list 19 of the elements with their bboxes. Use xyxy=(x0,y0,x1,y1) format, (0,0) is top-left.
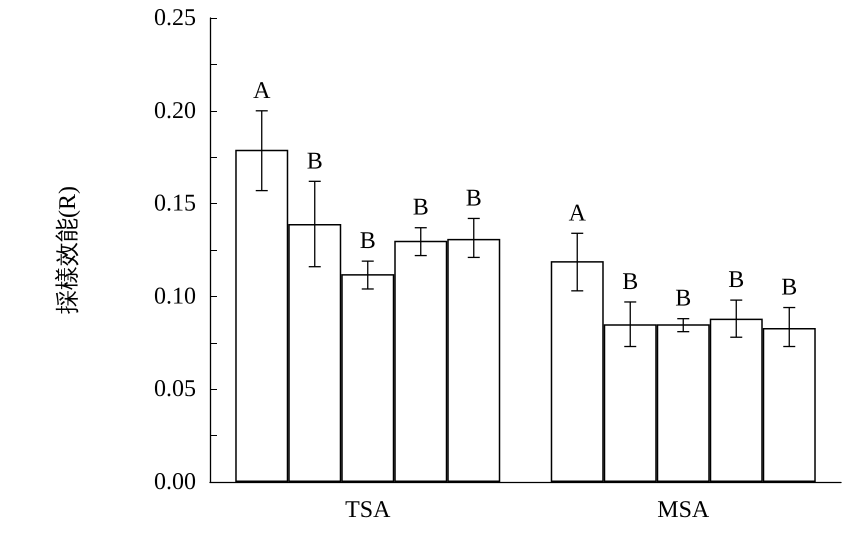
x-tick-label: MSA xyxy=(657,497,710,523)
y-tick-label: 0.20 xyxy=(154,98,196,124)
y-tick-label: 0.10 xyxy=(154,283,196,310)
data-label: B xyxy=(781,274,798,301)
y-tick-label: 0.05 xyxy=(154,376,196,402)
y-tick-label: 0.15 xyxy=(154,190,196,217)
data-label: B xyxy=(675,286,692,312)
data-label: B xyxy=(306,148,323,174)
y-tick-label: 0.25 xyxy=(154,5,196,31)
data-label: B xyxy=(622,268,638,295)
x-tick-label: TSA xyxy=(345,497,392,523)
data-label: A xyxy=(253,78,272,104)
data-label: B xyxy=(360,228,376,254)
data-label: B xyxy=(728,267,744,294)
data-label: B xyxy=(466,185,482,212)
data-label: A xyxy=(568,200,587,226)
y-tick-label: 0.00 xyxy=(154,469,196,495)
data-label: B xyxy=(412,194,429,221)
y-axis-title: 採樣效能(R) xyxy=(54,186,81,314)
